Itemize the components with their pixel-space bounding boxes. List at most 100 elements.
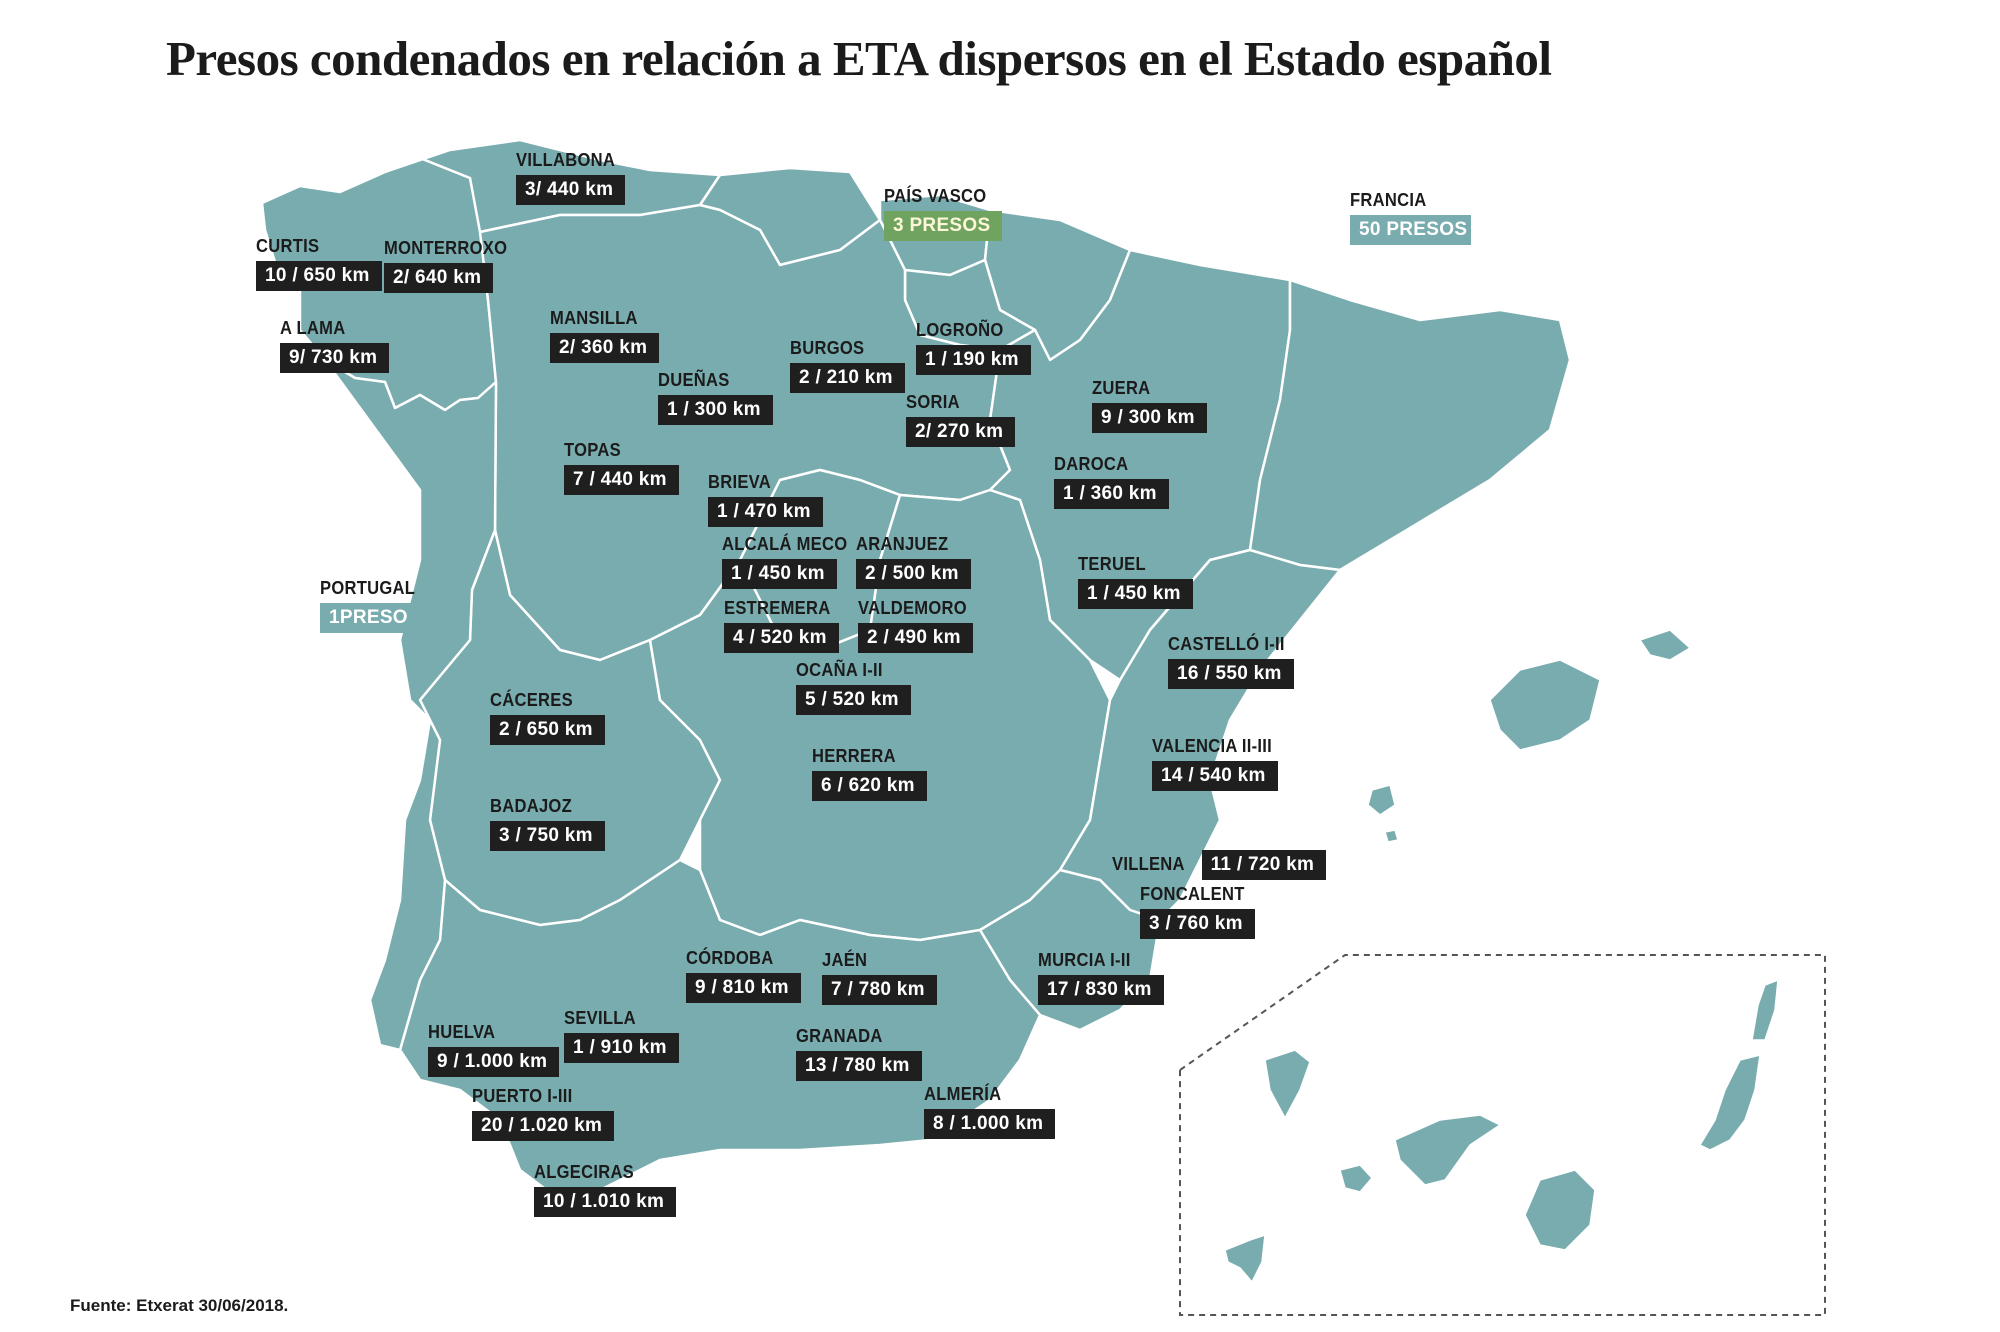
prison-value: 20 / 1.020 km xyxy=(472,1111,615,1141)
island-la-palma xyxy=(1264,1049,1311,1120)
label-prison-daroca: DAROCA 1 / 360 km xyxy=(1054,454,1169,509)
prison-value: 1 / 450 km xyxy=(722,559,837,589)
prison-name: ALGECIRAS xyxy=(534,1162,635,1182)
prison-value: 1 / 300 km xyxy=(658,395,773,425)
island-formentera xyxy=(1384,829,1399,843)
prison-name: ALMERÍA xyxy=(924,1084,1002,1104)
prison-name: BADAJOZ xyxy=(490,796,572,816)
prison-name: A LAMA xyxy=(280,318,346,338)
prison-name: VALDEMORO xyxy=(858,598,967,618)
prison-value: 3/ 440 km xyxy=(516,175,626,205)
label-prison-almeria: ALMERÍA 8 / 1.000 km xyxy=(924,1084,1056,1139)
label-prison-brieva: BRIEVA 1 / 470 km xyxy=(708,472,823,527)
prison-value: 2/ 270 km xyxy=(906,417,1016,447)
label-prison-huelva: HUELVA 9 / 1.000 km xyxy=(428,1022,560,1077)
label-portugal: PORTUGAL 1PRESO xyxy=(320,578,441,633)
region-cataluna xyxy=(1248,278,1572,572)
prison-name: JAÉN xyxy=(822,950,868,970)
label-prison-valencia: VALENCIA II-III 14 / 540 km xyxy=(1152,736,1283,791)
prison-name: CASTELLÓ I-II xyxy=(1168,634,1285,654)
prison-name: OCAÑA I-II xyxy=(796,660,883,680)
prison-value: 14 / 540 km xyxy=(1152,761,1278,791)
prison-value: 2 / 210 km xyxy=(790,363,905,393)
prison-value: 8 / 1.000 km xyxy=(924,1109,1056,1139)
label-prison-cordoba: CÓRDOBA 9 / 810 km xyxy=(686,948,801,1003)
prison-name: ARANJUEZ xyxy=(856,534,949,554)
prison-value: 1 / 190 km xyxy=(916,345,1031,375)
label-prison-valdemoro: VALDEMORO 2 / 490 km xyxy=(858,598,976,653)
island-gran-canaria xyxy=(1524,1169,1596,1251)
prison-value: 7 / 440 km xyxy=(564,465,679,495)
source-note: Fuente: Etxerat 30/06/2018. xyxy=(70,1296,289,1315)
label-prison-castello: CASTELLÓ I-II 16 / 550 km xyxy=(1168,634,1295,689)
label-francia: FRANCIA 50 PRESOS xyxy=(1350,190,1471,245)
prison-name: ESTREMERA xyxy=(724,598,831,618)
prison-value: 10 / 1.010 km xyxy=(534,1187,677,1217)
prison-value: 7 / 780 km xyxy=(822,975,937,1005)
region-francia xyxy=(1060,100,1620,320)
prison-value: 2 / 500 km xyxy=(856,559,971,589)
island-ibiza xyxy=(1367,784,1396,816)
prison-name: HERRERA xyxy=(812,746,896,766)
label-prison-alcala-meco: ALCALÁ MECO 1 / 450 km xyxy=(722,534,858,589)
label-prison-herrera: HERRERA 6 / 620 km xyxy=(812,746,927,801)
prison-value: 4 / 520 km xyxy=(724,623,839,653)
canary-inset-frame xyxy=(1179,954,1826,1316)
prison-name: ALCALÁ MECO xyxy=(722,534,848,554)
label-prison-curtis: CURTIS 10 / 650 km xyxy=(256,236,382,291)
prison-name: PUERTO I-III xyxy=(472,1086,573,1106)
label-francia-value: 50 PRESOS xyxy=(1350,215,1471,245)
label-prison-monterroxo: MONTERROXO 2/ 640 km xyxy=(384,238,518,293)
label-prison-jaen: JAÉN 7 / 780 km xyxy=(822,950,937,1005)
label-prison-teruel: TERUEL 1 / 450 km xyxy=(1078,554,1193,609)
prison-name: LOGROÑO xyxy=(916,320,1004,340)
label-pais-vasco-name: PAÍS VASCO xyxy=(884,186,987,206)
prison-value: 2 / 490 km xyxy=(858,623,973,653)
label-prison-logrono: LOGROÑO 1 / 190 km xyxy=(916,320,1031,375)
label-prison-badajoz: BADAJOZ 3 / 750 km xyxy=(490,796,605,851)
prison-name: TOPAS xyxy=(564,440,621,460)
island-la-gomera xyxy=(1339,1164,1374,1193)
prison-value: 16 / 550 km xyxy=(1168,659,1294,689)
prison-value: 3 / 760 km xyxy=(1140,909,1255,939)
label-prison-soria: SORIA 2/ 270 km xyxy=(906,392,1016,447)
prison-name: CÓRDOBA xyxy=(686,948,774,968)
label-prison-villena: VILLENA 11 / 720 km xyxy=(1112,850,1327,880)
prison-name: MONTERROXO xyxy=(384,238,508,258)
label-portugal-value: 1PRESO xyxy=(320,603,441,633)
label-prison-a-lama: A LAMA 9/ 730 km xyxy=(280,318,390,373)
prison-name: TERUEL xyxy=(1078,554,1146,574)
island-menorca xyxy=(1638,629,1692,661)
label-prison-sevilla: SEVILLA 1 / 910 km xyxy=(564,1008,679,1063)
island-el-hierro xyxy=(1224,1233,1266,1284)
label-prison-topas: TOPAS 7 / 440 km xyxy=(564,440,679,495)
prison-value: 13 / 780 km xyxy=(796,1051,922,1081)
island-fuerteventura xyxy=(1698,1054,1761,1151)
map-title: Presos condenados en relación a ETA disp… xyxy=(166,31,1552,86)
prison-value: 9 / 1.000 km xyxy=(428,1047,560,1077)
prison-value: 9/ 730 km xyxy=(280,343,390,373)
prison-name: ZUERA xyxy=(1092,378,1151,398)
label-prison-ocana: OCAÑA I-II 5 / 520 km xyxy=(796,660,911,715)
prison-name: SEVILLA xyxy=(564,1008,636,1028)
label-portugal-name: PORTUGAL xyxy=(320,578,416,598)
prison-name: GRANADA xyxy=(796,1026,883,1046)
island-mallorca xyxy=(1489,659,1601,751)
prison-value: 2/ 640 km xyxy=(384,263,494,293)
prison-value: 10 / 650 km xyxy=(256,261,382,291)
prison-name: VALENCIA II-III xyxy=(1152,736,1273,756)
prison-name: SORIA xyxy=(906,392,960,412)
label-prison-algeciras: ALGECIRAS 10 / 1.010 km xyxy=(534,1162,677,1217)
prison-value: 6 / 620 km xyxy=(812,771,927,801)
label-prison-foncalent: FONCALENT 3 / 760 km xyxy=(1140,884,1255,939)
prison-value: 1 / 470 km xyxy=(708,497,823,527)
prison-name: BURGOS xyxy=(790,338,865,358)
label-prison-duenas: DUEÑAS 1 / 300 km xyxy=(658,370,773,425)
prison-name: VILLENA xyxy=(1112,854,1185,874)
label-prison-zuera: ZUERA 9 / 300 km xyxy=(1092,378,1207,433)
prison-value: 5 / 520 km xyxy=(796,685,911,715)
prison-name: HUELVA xyxy=(428,1022,496,1042)
prison-name: MANSILLA xyxy=(550,308,638,328)
label-prison-estremera: ESTREMERA 4 / 520 km xyxy=(724,598,840,653)
